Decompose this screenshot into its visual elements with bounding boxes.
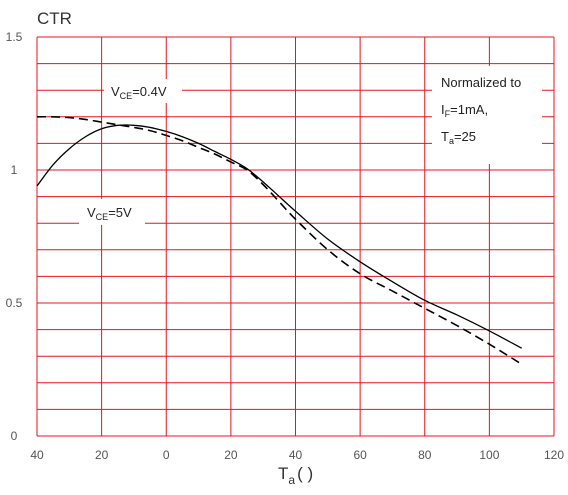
x-tick-label-3: 20	[224, 448, 238, 462]
x-tick-label-7: 100	[479, 448, 499, 462]
label-vce-04v-sub: CE	[120, 91, 133, 101]
label-vce-5v-main: V	[87, 205, 96, 220]
series-lines	[36, 115, 523, 365]
label-vce-04v-value: =0.4V	[132, 84, 167, 99]
label-vce-5v-value: =5V	[108, 205, 132, 220]
x-tick-label-1: 20	[95, 448, 109, 462]
y-tick-label-3: 1.5	[6, 30, 23, 44]
label-vce-04v: VCE=0.4V	[104, 79, 182, 103]
x-axis-title-main: T	[278, 464, 288, 483]
label-vce-5v-sub: CE	[96, 212, 109, 222]
x-axis-title-sub: a	[288, 473, 295, 487]
x-axis-title-unit: ( )	[297, 464, 313, 483]
label-vce-5v: VCE=5V	[79, 199, 145, 225]
x-tick-label-2: 0	[163, 448, 170, 462]
x-tick-label-6: 80	[418, 448, 432, 462]
grid-lines	[36, 36, 555, 437]
x-axis-title: Ta( )	[278, 464, 313, 487]
series-line-vce-04v	[36, 115, 523, 365]
note-line-3: Ta=25	[441, 129, 476, 146]
y-axis-title: CTR	[37, 9, 72, 28]
x-tick-label-8: 120	[544, 448, 564, 462]
svg-text:VCE=5V: VCE=5V	[87, 205, 132, 222]
normalization-note: Normalized to IF=1mA, Ta=25	[432, 66, 542, 164]
y-tick-label-2: 1	[11, 163, 18, 177]
label-vce-04v-main: V	[111, 84, 120, 99]
x-tick-label-5: 60	[353, 448, 367, 462]
svg-text:VCE=0.4V: VCE=0.4V	[111, 84, 167, 101]
y-tick-label-0: 0	[11, 429, 18, 443]
tick-labels: 40 20 0 20 40 60 80 100 120 0 0.5 1 1.5	[6, 30, 565, 462]
series-line-vce-5v	[36, 124, 522, 349]
x-tick-label-0: 40	[30, 448, 44, 462]
note-line-2: IF=1mA,	[441, 102, 488, 119]
y-tick-label-1: 0.5	[6, 296, 23, 310]
note-line-1: Normalized to	[441, 75, 521, 90]
x-tick-label-4: 40	[289, 448, 303, 462]
